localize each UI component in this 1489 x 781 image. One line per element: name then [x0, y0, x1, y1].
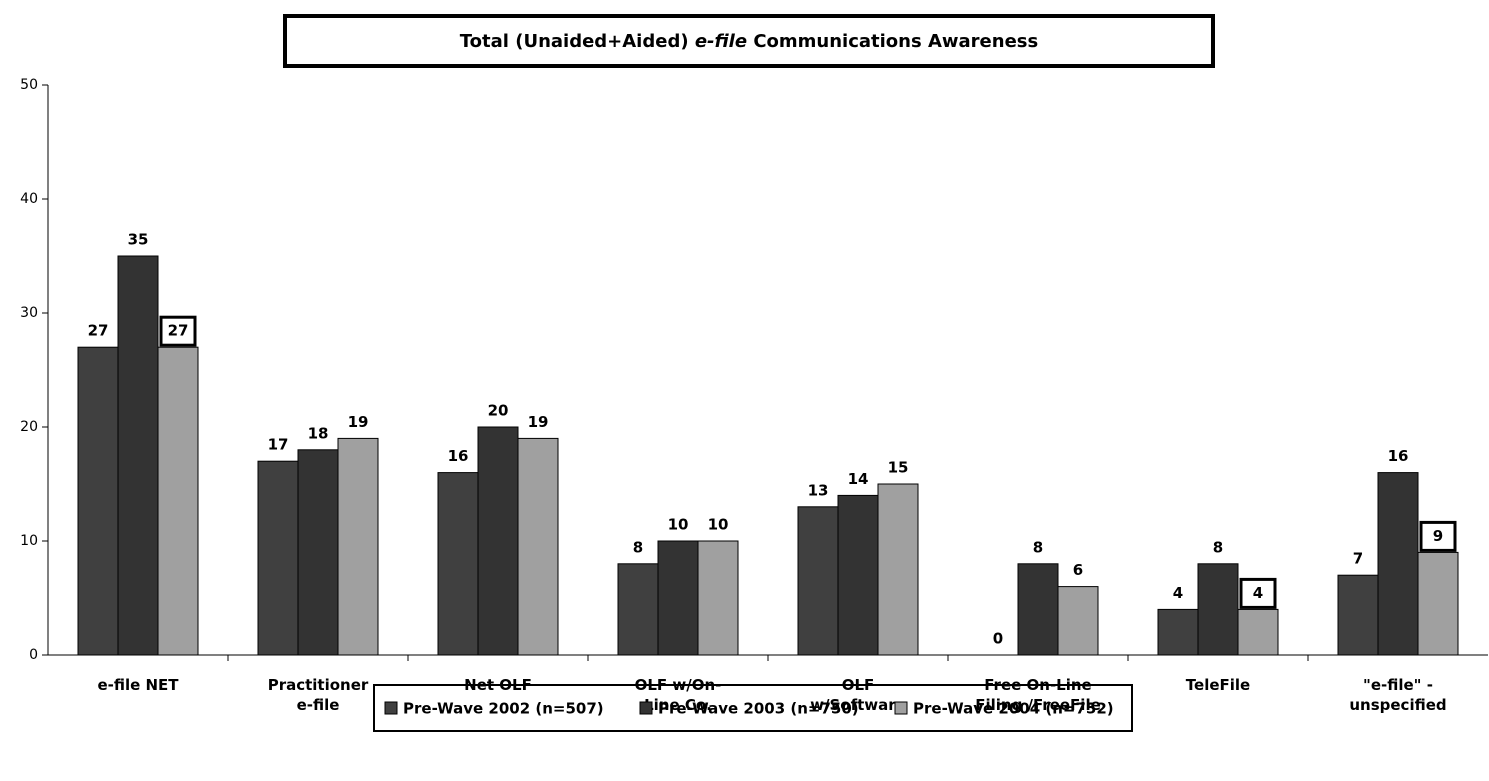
value-label: 10: [668, 516, 689, 534]
x-tick-line: Net OLF: [464, 676, 532, 694]
bar: [1197, 563, 1239, 656]
value-label: 7: [1353, 550, 1363, 568]
bar: [77, 346, 119, 656]
value-label: 4: [1253, 584, 1263, 602]
x-tick-label: TeleFile: [1186, 676, 1250, 694]
value-label: 16: [1388, 447, 1409, 465]
x-tick-line: "e-file" -: [1363, 676, 1433, 694]
x-tick-label: OLF w/On- Line Co.: [635, 676, 722, 714]
x-tick-line: Practitioner: [268, 676, 369, 694]
x-tick-line: OLF w/On-: [635, 676, 722, 694]
bar: [657, 540, 699, 656]
legend-label: Pre-Wave 2004 (n=752): [913, 700, 1114, 718]
bar: [117, 255, 159, 656]
bar: [517, 437, 559, 656]
bar: [877, 483, 919, 656]
x-tick-line: w/Software: [810, 696, 906, 714]
bar: [157, 346, 199, 656]
title-box: [283, 14, 1215, 68]
x-tick-label: Practitioner e-file: [268, 676, 369, 714]
value-label: 15: [888, 459, 909, 477]
bar: [257, 460, 299, 656]
x-tick-label: "e-file" - unspecified: [1349, 676, 1446, 714]
x-tick-line: e-file: [297, 696, 340, 714]
label-box: [1419, 520, 1457, 552]
x-tick-line: e-file NET: [97, 676, 179, 694]
value-label: 20: [488, 402, 509, 420]
x-tick-line: Filing /FreeFile: [975, 696, 1101, 714]
x-tick-label: e-file NET: [97, 676, 179, 694]
value-label: 4: [1173, 584, 1183, 602]
bar: [297, 449, 339, 656]
value-label: 35: [128, 231, 149, 249]
legend-swatch: [384, 701, 398, 715]
value-label: 27: [88, 322, 109, 340]
y-tick-label: 30: [20, 305, 38, 321]
value-label: 0: [993, 630, 1003, 648]
x-tick-line: TeleFile: [1186, 676, 1250, 694]
bar: [1157, 608, 1199, 656]
bar: [617, 563, 659, 656]
value-label: 9: [1433, 527, 1443, 545]
chart-title: Total (Unaided+Aided) e-file Communicati…: [460, 31, 1038, 52]
value-label: 8: [1213, 538, 1223, 556]
bar: [837, 494, 879, 656]
title-part: e-file: [695, 31, 747, 52]
legend-label: Pre-Wave 2003 (n=750): [658, 700, 859, 718]
value-label: 14: [848, 470, 869, 488]
value-label: 18: [308, 424, 329, 442]
x-tick-line: unspecified: [1349, 696, 1446, 714]
x-tick-label: Free On-Line Filing /FreeFile: [975, 676, 1101, 714]
legend-box: [373, 684, 1133, 732]
x-tick-line: Free On-Line: [984, 676, 1091, 694]
y-tick-label: 40: [20, 191, 38, 207]
value-label: 10: [708, 516, 729, 534]
value-label: 8: [633, 538, 643, 556]
bar: [1337, 574, 1379, 656]
value-label: 19: [528, 413, 549, 431]
bar: [1057, 586, 1099, 656]
bar: [1417, 551, 1459, 656]
y-tick-label: 10: [20, 533, 38, 549]
value-label: 6: [1073, 561, 1083, 579]
label-box: [159, 315, 197, 347]
bar: [697, 540, 739, 656]
legend-swatch: [639, 701, 653, 715]
bar: [1017, 563, 1059, 656]
value-label: 13: [808, 481, 829, 499]
value-label: 8: [1033, 538, 1043, 556]
bar: [437, 472, 479, 656]
x-tick-label: OLF w/Software: [810, 676, 906, 714]
bar: [797, 506, 839, 656]
legend-label: Pre-Wave 2002 (n=507): [403, 700, 604, 718]
title-part: Communications Awareness: [747, 31, 1038, 52]
value-label: 27: [168, 322, 189, 340]
y-tick-label: 50: [20, 77, 38, 93]
bar: [337, 437, 379, 656]
bar: [1237, 608, 1279, 656]
title-part: Total (Unaided+Aided): [460, 31, 695, 52]
value-label: 19: [348, 413, 369, 431]
x-tick-line: OLF: [842, 676, 875, 694]
y-tick-label: 20: [20, 419, 38, 435]
x-tick-line: Line Co.: [644, 696, 712, 714]
bar: [1377, 472, 1419, 656]
y-tick-label: 0: [29, 647, 38, 663]
value-label: 16: [448, 447, 469, 465]
legend-swatch: [894, 701, 908, 715]
label-box: [1239, 577, 1277, 609]
bar: [477, 426, 519, 656]
value-label: 17: [268, 436, 289, 454]
x-tick-label: Net OLF: [464, 676, 532, 694]
